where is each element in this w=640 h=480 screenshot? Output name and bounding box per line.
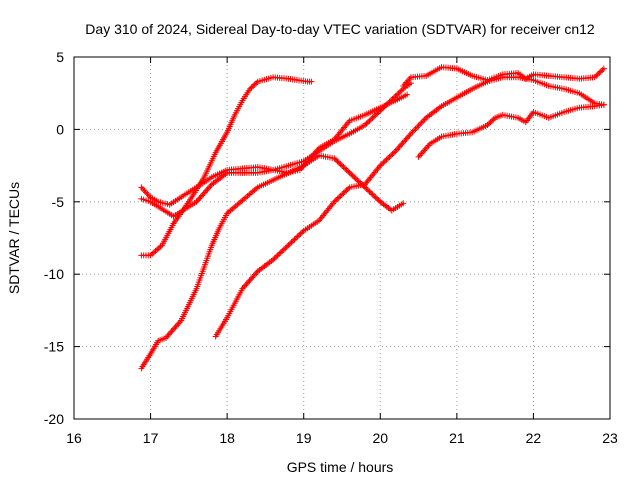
x-tick-label: 23 — [602, 430, 618, 446]
series-arc-4 — [138, 91, 411, 372]
chart-title: Day 310 of 2024, Sidereal Day-to-day VTE… — [85, 21, 595, 37]
tick-labels: 16 17 18 19 20 21 22 23 5 0 -5 -10 -15 -20 — [44, 49, 618, 446]
data-point-marker — [407, 80, 414, 87]
x-axis-label: GPS time / hours — [287, 459, 394, 475]
series-arc-5 — [212, 74, 607, 340]
y-tick-label: -15 — [44, 339, 64, 355]
data-point-marker — [600, 65, 607, 72]
plot-frame — [73, 56, 611, 420]
y-tick-label: 5 — [56, 49, 64, 65]
x-tick-label: 21 — [449, 430, 465, 446]
x-tick-label: 18 — [219, 430, 235, 446]
axis-ticks — [73, 56, 611, 420]
series-layer — [138, 64, 607, 372]
series-arc-7 — [400, 64, 607, 89]
x-tick-label: 22 — [526, 430, 542, 446]
x-tick-label: 20 — [372, 430, 388, 446]
series-arc-6 — [415, 101, 607, 160]
data-point-marker — [600, 101, 607, 108]
x-tick-label: 19 — [296, 430, 312, 446]
series-arc-1 — [138, 74, 315, 259]
y-tick-label: 0 — [56, 121, 64, 137]
data-point-marker — [404, 91, 411, 98]
x-tick-label: 17 — [143, 430, 159, 446]
y-axis-label: SDTVAR / TECUs — [6, 182, 22, 294]
y-tick-label: -5 — [52, 194, 65, 210]
data-point-marker — [400, 200, 407, 207]
x-tick-label: 16 — [66, 430, 82, 446]
data-point-marker — [308, 78, 315, 85]
y-tick-label: -10 — [44, 266, 64, 282]
y-tick-label: -20 — [44, 411, 64, 427]
